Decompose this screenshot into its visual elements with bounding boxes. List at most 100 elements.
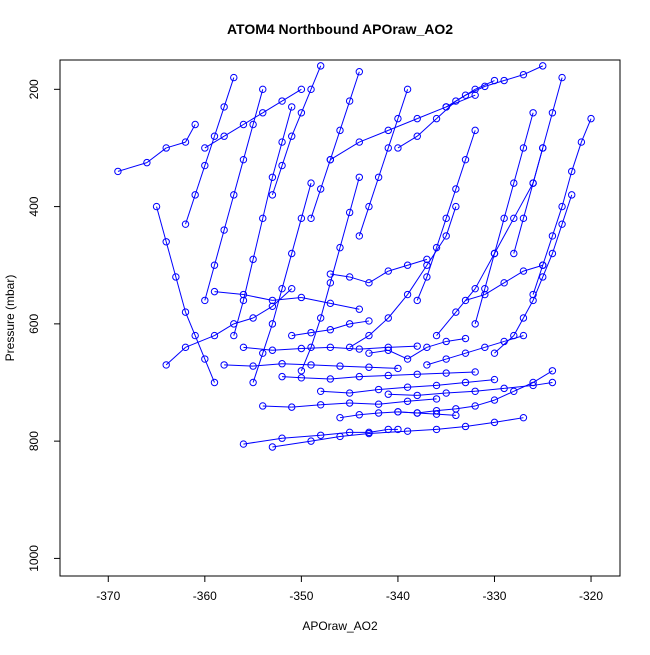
profile-series xyxy=(336,408,460,422)
profile-segment xyxy=(146,147,167,164)
profile-segment xyxy=(532,265,544,295)
data-point xyxy=(355,138,364,146)
data-point xyxy=(336,243,344,252)
profile-segment xyxy=(300,347,312,371)
profile-segment xyxy=(416,276,428,301)
profile-segment xyxy=(271,288,283,324)
profile-segment xyxy=(349,335,370,348)
data-point xyxy=(249,378,257,387)
profile-segment xyxy=(223,77,235,108)
profile-segment xyxy=(484,282,505,295)
data-point xyxy=(403,427,412,435)
profile-series xyxy=(471,109,537,328)
profile-segment xyxy=(330,346,360,350)
data-point xyxy=(403,290,412,299)
profile-segment xyxy=(194,335,206,360)
data-point xyxy=(365,331,373,340)
data-point xyxy=(384,314,392,322)
profile-segment xyxy=(301,346,331,349)
data-point xyxy=(442,389,450,397)
profile-segment xyxy=(272,440,312,448)
data-point xyxy=(316,431,325,439)
data-point xyxy=(423,361,431,369)
profile-segment xyxy=(397,89,409,119)
profile-segment xyxy=(426,247,438,278)
data-point xyxy=(490,418,499,427)
data-point xyxy=(355,345,364,353)
x-tick-label: -340 xyxy=(386,589,410,603)
profile-segment xyxy=(252,353,264,383)
data-point xyxy=(201,161,209,170)
profile-segment xyxy=(474,253,495,289)
profile-segment xyxy=(551,77,563,113)
profile-segment xyxy=(513,218,524,254)
data-point xyxy=(558,220,566,228)
profile-segment xyxy=(281,106,293,143)
data-point xyxy=(529,179,537,187)
profile-segment xyxy=(387,294,408,319)
data-point xyxy=(461,91,470,99)
profile-segment xyxy=(242,124,254,160)
data-point xyxy=(288,132,296,140)
profile-segment xyxy=(243,346,273,351)
profile-segment xyxy=(416,118,437,137)
data-point xyxy=(423,255,431,264)
profile-series xyxy=(162,284,296,369)
profile-segment xyxy=(580,118,592,143)
data-point xyxy=(519,214,528,223)
data-point xyxy=(413,132,421,140)
data-point xyxy=(374,173,383,181)
profile-segment xyxy=(214,106,225,137)
profile-segment xyxy=(484,253,495,289)
profile-segment xyxy=(253,363,283,367)
data-point xyxy=(210,331,219,340)
profile-series xyxy=(230,103,296,340)
data-point xyxy=(568,191,576,199)
data-point xyxy=(239,296,248,305)
profile-segment xyxy=(503,183,515,219)
data-point xyxy=(278,360,286,368)
profile-segment xyxy=(407,264,428,295)
profile-segment xyxy=(291,404,321,408)
data-point xyxy=(249,314,257,322)
profile-series xyxy=(423,331,528,369)
data-point xyxy=(539,261,547,269)
data-point xyxy=(230,191,238,199)
data-point xyxy=(307,214,315,223)
data-point xyxy=(461,334,470,343)
data-point xyxy=(316,185,325,193)
profile-series xyxy=(316,375,499,397)
data-point xyxy=(529,290,537,299)
profile-segment xyxy=(387,118,399,149)
profile-segment xyxy=(165,241,177,278)
profile-segment xyxy=(494,218,505,254)
y-tick-label: 400 xyxy=(27,196,41,216)
data-point xyxy=(326,299,335,308)
data-point xyxy=(471,91,479,99)
profile-segment xyxy=(561,194,573,225)
data-point xyxy=(432,425,441,434)
data-point xyxy=(452,202,460,211)
profile-segment xyxy=(281,88,302,102)
data-point xyxy=(510,214,518,223)
profile-series xyxy=(490,191,576,357)
data-point xyxy=(181,343,190,352)
profile-segment xyxy=(214,229,225,266)
profile-segment xyxy=(165,346,186,366)
profile-segment xyxy=(561,171,573,207)
profile-segment xyxy=(522,183,534,219)
data-point xyxy=(355,372,364,381)
data-point xyxy=(519,267,528,275)
profile-segment xyxy=(194,165,206,196)
profile-segment xyxy=(551,224,563,254)
profile-segment xyxy=(465,130,476,160)
data-point xyxy=(510,387,518,395)
data-point xyxy=(278,97,286,105)
profile-segment xyxy=(271,141,283,178)
data-point xyxy=(413,342,421,350)
profile-segment xyxy=(252,89,264,125)
data-point xyxy=(307,179,315,187)
data-point xyxy=(394,144,402,152)
y-tick-label: 800 xyxy=(27,431,41,451)
data-point xyxy=(481,290,489,299)
